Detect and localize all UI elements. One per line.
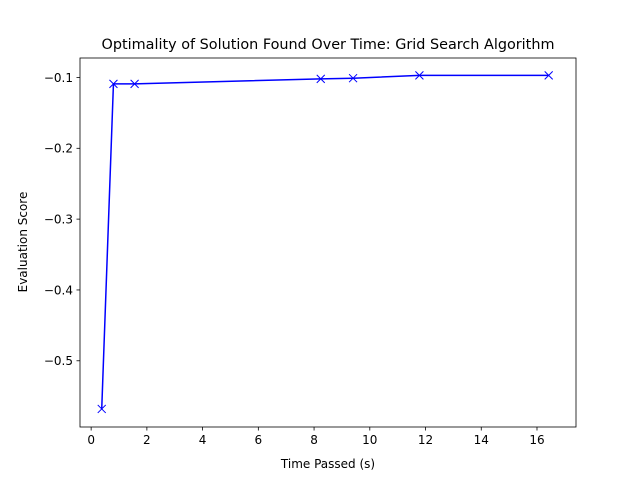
x-tick-label: 6 <box>255 433 263 447</box>
x-tick-label: 8 <box>310 433 318 447</box>
x-tick-label: 14 <box>474 433 489 447</box>
data-point-marker <box>109 79 118 89</box>
plot-area: 0 2 4 6 8 10 12 14 16 −0.5 −0.4 −0.3 −0.2 −0.1 <box>44 57 577 447</box>
x-tick-label: 16 <box>529 433 544 447</box>
data-point-marker <box>316 74 326 84</box>
y-tick-label: −0.3 <box>44 212 73 226</box>
x-tick-label: 2 <box>143 433 151 447</box>
data-point-marker <box>348 73 358 83</box>
axes-frame <box>79 57 577 428</box>
data-point-marker <box>130 79 139 89</box>
y-tick-label: −0.5 <box>44 354 73 368</box>
data-point-marker <box>415 70 424 80</box>
data-point-marker <box>544 70 554 80</box>
x-tick-label: 4 <box>199 433 207 447</box>
y-tick-label: −0.2 <box>44 142 73 156</box>
x-axis-label: Time Passed (s) <box>280 457 375 471</box>
y-tick-label: −0.4 <box>44 283 73 297</box>
x-tick-label: 10 <box>362 433 377 447</box>
x-tick-label: 0 <box>87 433 95 447</box>
chart-title: Optimality of Solution Found Over Time: … <box>102 37 555 53</box>
x-tick-label: 12 <box>418 433 433 447</box>
y-axis-label: Evaluation Score <box>16 192 30 293</box>
y-tick-label: −0.1 <box>44 71 73 85</box>
data-point-marker <box>97 404 107 414</box>
